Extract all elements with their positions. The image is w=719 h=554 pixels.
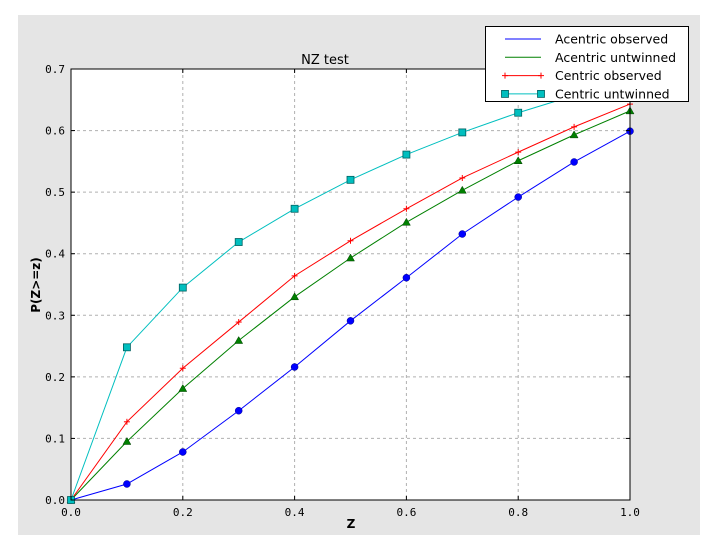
plot-area: [71, 69, 630, 500]
data-point-centric-observed: [403, 205, 410, 212]
data-point-centric-observed: [123, 418, 130, 425]
legend-marker-centric-observed: [502, 72, 508, 79]
y-tick-label: 0.6: [45, 125, 65, 138]
x-axis-label: Z: [347, 517, 356, 531]
data-point-centric-observed: [179, 365, 186, 372]
data-point-acentric-observed: [290, 363, 299, 371]
y-tick-label: 0.2: [45, 371, 65, 384]
data-point-acentric-observed: [514, 193, 522, 201]
data-point-acentric-untwinned: [290, 292, 300, 301]
data-point-centric-untwinned: [290, 204, 299, 213]
chart-title: NZ test: [301, 53, 349, 68]
data-point-acentric-untwinned: [569, 130, 579, 139]
data-point-centric-untwinned: [346, 175, 355, 184]
y-tick-label: 0.4: [45, 248, 65, 261]
data-point-centric-observed: [571, 123, 578, 130]
legend-label-acentric-untwinned: Acentric untwinned: [555, 50, 676, 65]
legend-label-centric-untwinned: Centric untwinned: [555, 86, 670, 101]
data-point-centric-untwinned: [234, 238, 243, 246]
data-point-acentric-untwinned: [178, 384, 188, 392]
data-point-centric-observed: [235, 319, 242, 326]
data-point-centric-observed: [291, 272, 298, 279]
legend-marker-centric-untwinned: [537, 90, 545, 98]
legend-marker-centric-untwinned: [501, 90, 509, 98]
data-point-acentric-observed: [402, 273, 411, 282]
plot-frame: [70, 68, 631, 501]
data-point-acentric-observed: [123, 480, 131, 488]
data-point-acentric-observed: [234, 406, 243, 415]
data-point-acentric-untwinned: [457, 185, 467, 194]
series-centric-observed: [68, 101, 633, 503]
data-point-acentric-untwinned: [122, 437, 132, 445]
y-tick-label: 0.5: [45, 186, 65, 199]
data-point-acentric-untwinned: [346, 253, 355, 262]
data-point-centric-observed: [459, 174, 466, 181]
data-point-acentric-observed: [346, 317, 355, 325]
data-point-acentric-untwinned: [513, 156, 523, 164]
data-point-centric-observed: [515, 149, 522, 156]
data-point-acentric-observed: [458, 230, 467, 238]
y-tick-label: 0.3: [45, 309, 65, 322]
data-point-acentric-observed: [570, 158, 578, 166]
x-tick-label: 0.8: [508, 506, 528, 519]
legend-label-centric-observed: Centric observed: [555, 68, 662, 83]
data-point-acentric-untwinned: [234, 336, 244, 344]
data-point-centric-untwinned: [178, 283, 187, 292]
data-point-acentric-observed: [179, 448, 187, 456]
data-point-centric-untwinned: [123, 343, 131, 352]
y-axis-label: P(Z>=z): [29, 257, 43, 313]
x-tick-label: 0.0: [61, 506, 81, 519]
x-tick-label: 0.4: [285, 506, 305, 519]
x-tick-label: 0.6: [396, 506, 416, 519]
data-point-centric-untwinned: [458, 128, 467, 137]
data-point-centric-untwinned: [402, 150, 411, 159]
x-tick-label: 0.2: [173, 506, 193, 519]
legend-label-acentric-observed: Acentric observed: [555, 32, 668, 47]
data-point-centric-observed: [347, 237, 354, 244]
y-tick-label: 0.7: [45, 63, 65, 76]
legend: Acentric observed Acentric untwinned Centr…: [485, 26, 689, 102]
legend-marker-centric-observed: [538, 72, 544, 79]
y-tick-label: 0.0: [45, 494, 65, 507]
series-group: [66, 75, 635, 504]
x-tick-label: 1.0: [620, 506, 640, 519]
data-point-centric-untwinned: [514, 108, 523, 117]
series-acentric-observed: [67, 127, 634, 504]
y-tick-label: 0.1: [45, 432, 65, 445]
data-point-acentric-untwinned: [401, 217, 411, 226]
